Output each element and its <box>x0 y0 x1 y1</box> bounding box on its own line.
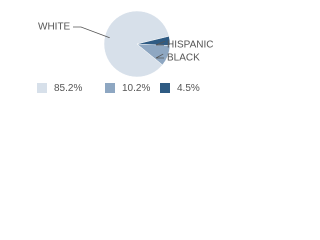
legend-swatch <box>160 83 170 93</box>
legend-label: 10.2% <box>122 83 150 94</box>
slice-label: WHITE <box>38 22 71 33</box>
chart: WHITE BLACK HISPANIC 85.2% 10.2% 4.5% <box>37 10 214 94</box>
pie-slice <box>136 35 171 46</box>
legend-label: 4.5% <box>177 83 200 94</box>
leader-line <box>155 40 166 46</box>
slice-label: HISPANIC <box>167 40 214 51</box>
leader-line <box>155 53 164 59</box>
legend-swatch <box>105 83 115 93</box>
legend-swatch <box>37 83 47 93</box>
slice-label: BLACK <box>167 53 200 64</box>
leader-line <box>73 26 110 39</box>
legend-label: 85.2% <box>54 83 82 94</box>
pie-slice <box>103 10 170 78</box>
